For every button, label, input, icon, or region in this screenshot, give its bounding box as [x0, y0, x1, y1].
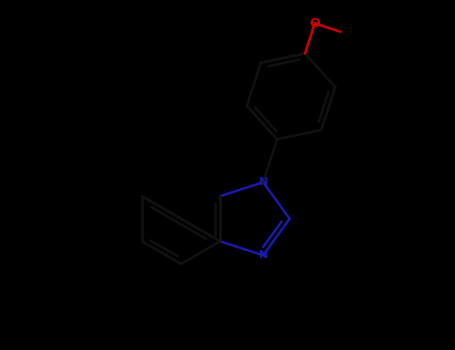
Text: O: O: [309, 17, 320, 30]
Text: N: N: [258, 250, 268, 260]
Text: N: N: [258, 177, 268, 187]
